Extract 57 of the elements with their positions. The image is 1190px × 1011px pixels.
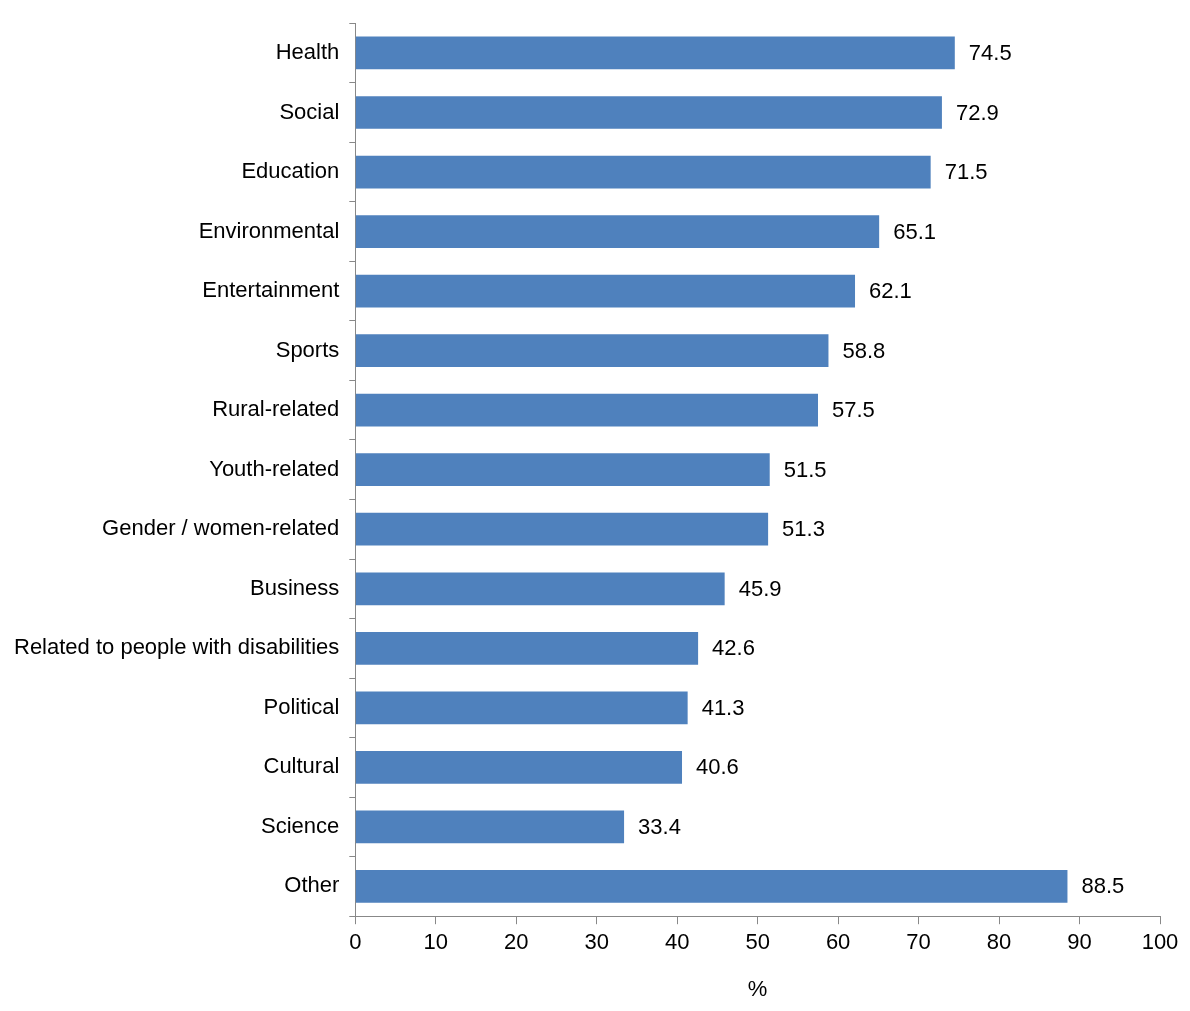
x-tick-label: 90 <box>1067 929 1092 955</box>
x-tick-label: 10 <box>423 929 449 955</box>
y-tick-label: Environmental <box>198 217 340 243</box>
y-tick-label: Health <box>275 39 340 65</box>
bar <box>355 810 625 844</box>
y-tick-label: Rural-related <box>212 396 340 422</box>
y-tick-label: Political <box>263 693 340 719</box>
x-tick-label: 20 <box>504 929 529 955</box>
bar <box>355 274 856 308</box>
bar <box>355 96 942 129</box>
bar <box>355 155 931 189</box>
y-tick-label: Gender / women-related <box>102 515 340 541</box>
x-tick-label: 60 <box>825 929 851 955</box>
data-label: 57.5 <box>832 397 875 423</box>
data-label: 51.5 <box>783 456 827 482</box>
x-tick-label: 0 <box>349 929 362 955</box>
x-tick-label: 100 <box>1141 929 1179 955</box>
y-tick-label: Education <box>241 158 340 184</box>
data-label: 51.3 <box>782 516 825 542</box>
data-label: 40.6 <box>696 754 739 780</box>
bar <box>355 393 819 427</box>
y-tick-label: Youth-related <box>209 455 340 481</box>
bar <box>355 215 880 248</box>
bar <box>355 453 770 487</box>
data-label: 58.8 <box>842 337 886 363</box>
y-tick-label: Business <box>250 574 340 600</box>
data-label: 62.1 <box>869 278 912 304</box>
bar <box>355 870 1068 903</box>
y-tick-label: Cultural <box>263 753 340 779</box>
data-label: 65.1 <box>893 218 936 244</box>
y-tick-label: Science <box>261 812 340 838</box>
data-label: 71.5 <box>944 159 988 185</box>
y-tick-label: Entertainment <box>202 277 340 303</box>
data-label: 88.5 <box>1081 873 1125 899</box>
x-tick-label: 30 <box>584 929 609 955</box>
bar <box>355 36 955 70</box>
bar <box>355 631 699 665</box>
data-label: 33.4 <box>638 813 681 839</box>
y-tick-label: Social <box>279 98 340 124</box>
data-label: 41.3 <box>701 694 745 720</box>
x-tick-label: 70 <box>906 929 931 955</box>
x-tick-label: 40 <box>664 929 690 955</box>
bar <box>355 334 829 368</box>
x-tick-label: 50 <box>745 929 770 955</box>
data-label: 45.9 <box>738 575 782 601</box>
bar <box>355 572 725 606</box>
bar <box>355 512 769 546</box>
x-axis-title: % <box>747 975 768 1001</box>
y-tick-label: Sports <box>275 336 340 362</box>
y-tick-label: Related to people with disabilities <box>13 634 340 660</box>
data-label: 42.6 <box>712 635 755 661</box>
bar <box>355 691 688 725</box>
bar <box>355 751 683 784</box>
data-label: 74.5 <box>968 40 1012 66</box>
x-tick-label: 80 <box>986 929 1012 955</box>
data-label: 72.9 <box>955 99 999 125</box>
y-tick-label: Other <box>284 872 340 898</box>
